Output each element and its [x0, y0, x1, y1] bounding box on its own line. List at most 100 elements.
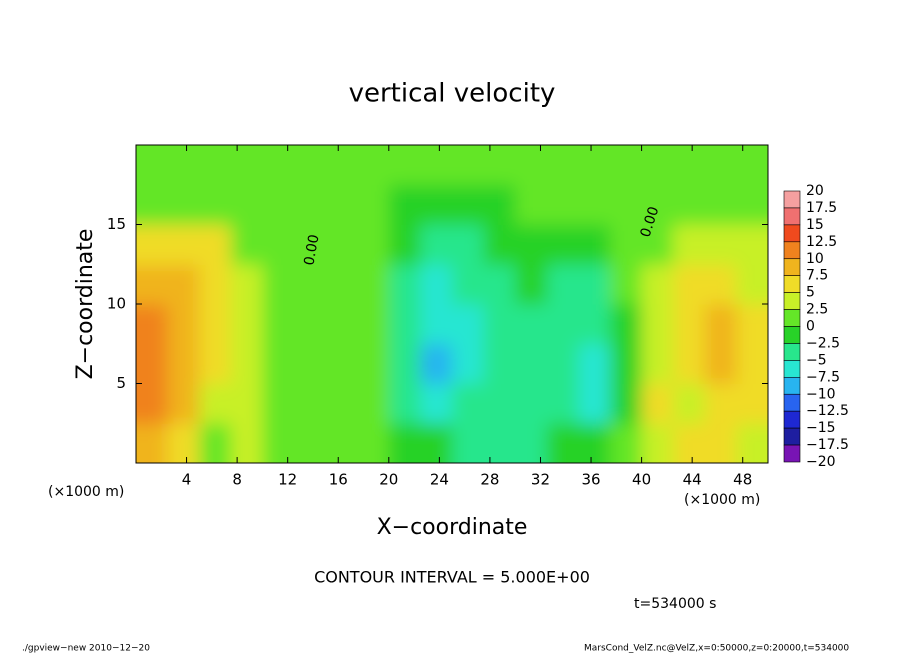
- heat-cell: [294, 224, 327, 265]
- heat-cell: [673, 304, 706, 345]
- x-tick-label: 36: [581, 471, 600, 489]
- colorbar-label: −7.5: [806, 369, 840, 385]
- colorbar-swatch: [783, 427, 801, 446]
- heat-cell: [515, 264, 548, 305]
- heat-cell: [610, 264, 643, 305]
- time-label: t=534000 s: [634, 596, 716, 612]
- y-tick-label: 10: [107, 295, 126, 313]
- colorbar-swatch: [783, 326, 801, 344]
- y-axis-label: Z−coordinate: [73, 229, 98, 380]
- heat-cell: [610, 423, 643, 463]
- heat-cell: [167, 304, 200, 345]
- heat-cell: [546, 264, 579, 305]
- x-tick-label: 4: [182, 471, 192, 489]
- cells: [136, 145, 768, 463]
- heat-cell: [673, 383, 706, 424]
- heat-cell: [167, 343, 200, 384]
- heat-cell: [704, 184, 737, 225]
- heat-cell: [515, 423, 548, 463]
- heat-cell: [136, 304, 169, 345]
- heat-cell: [388, 423, 421, 463]
- heat-cell: [578, 383, 611, 424]
- colorbar-label: −10: [806, 386, 836, 402]
- heat-cell: [610, 184, 643, 225]
- heat-cell: [641, 224, 674, 265]
- heat-cell: [452, 423, 485, 463]
- heat-cell: [294, 423, 327, 463]
- colorbar-swatch: [783, 393, 801, 412]
- heat-cell: [325, 264, 358, 305]
- footer-right: MarsCond_VelZ.nc@VelZ,x=0:50000,z=0:2000…: [584, 644, 849, 654]
- heat-cell: [230, 383, 263, 424]
- y-unit-label: (×1000 m): [684, 492, 760, 508]
- heat-cell: [420, 383, 453, 424]
- heat-cell: [230, 224, 263, 265]
- heat-cell: [641, 184, 674, 225]
- colorbar-label: 2.5: [806, 302, 828, 318]
- heat-cell: [452, 264, 485, 305]
- heat-cell: [199, 343, 232, 384]
- heat-cell: [578, 224, 611, 265]
- heat-cell: [262, 264, 295, 305]
- heat-cell: [578, 304, 611, 345]
- heat-cell: [546, 224, 579, 265]
- heat-cell: [136, 184, 169, 225]
- heat-cell: [673, 423, 706, 463]
- heat-cell: [452, 184, 485, 225]
- heat-cell: [641, 343, 674, 384]
- colorbar-swatch: [783, 360, 801, 378]
- heat-cell: [515, 224, 548, 265]
- x-tick-label: 40: [632, 471, 651, 489]
- colorbar-swatch: [783, 207, 801, 226]
- heat-cell: [610, 304, 643, 345]
- colorbar-swatch: [783, 292, 801, 310]
- heat-cell: [452, 224, 485, 265]
- heat-cell: [515, 184, 548, 225]
- heat-cell: [167, 423, 200, 463]
- heat-cell: [136, 423, 169, 463]
- colorbar-swatch: [783, 410, 801, 429]
- heat-cell: [262, 423, 295, 463]
- heat-cell: [483, 383, 516, 424]
- heat-cell: [578, 423, 611, 463]
- heat-cell: [610, 145, 643, 186]
- colorbar-label: 17.5: [806, 200, 837, 216]
- heat-cell: [673, 184, 706, 225]
- heat-cell: [483, 264, 516, 305]
- heat-cell: [199, 145, 232, 186]
- heat-cell: [199, 224, 232, 265]
- heat-cell: [230, 423, 263, 463]
- heat-cell: [388, 145, 421, 186]
- heat-cell: [736, 224, 768, 265]
- heat-cell: [641, 423, 674, 463]
- colorbar-swatch: [783, 377, 801, 395]
- heat-cell: [136, 343, 169, 384]
- heat-cell: [704, 264, 737, 305]
- heat-cell: [483, 224, 516, 265]
- heat-cell: [483, 184, 516, 225]
- heat-cell: [262, 224, 295, 265]
- heat-cell: [325, 383, 358, 424]
- colorbar-swatch: [783, 444, 801, 463]
- x-tick-label: 16: [329, 471, 348, 489]
- heat-cell: [167, 264, 200, 305]
- heat-cell: [673, 343, 706, 384]
- heat-cell: [262, 343, 295, 384]
- x-tick-label: 48: [733, 471, 752, 489]
- heat-cell: [357, 423, 390, 463]
- heat-cell: [325, 224, 358, 265]
- heat-cell: [452, 145, 485, 186]
- heat-cell: [704, 383, 737, 424]
- heat-cell: [294, 264, 327, 305]
- heat-cell: [325, 304, 358, 345]
- heat-cell: [325, 184, 358, 225]
- heat-cell: [483, 343, 516, 384]
- footer-left: ./gpview−new 2010−12−20: [22, 644, 150, 654]
- colorbar-label: 20: [806, 183, 824, 199]
- heat-cell: [736, 184, 768, 225]
- heat-cell: [736, 423, 768, 463]
- colorbar-swatch: [783, 275, 801, 293]
- heat-cell: [357, 145, 390, 186]
- heat-cell: [262, 383, 295, 424]
